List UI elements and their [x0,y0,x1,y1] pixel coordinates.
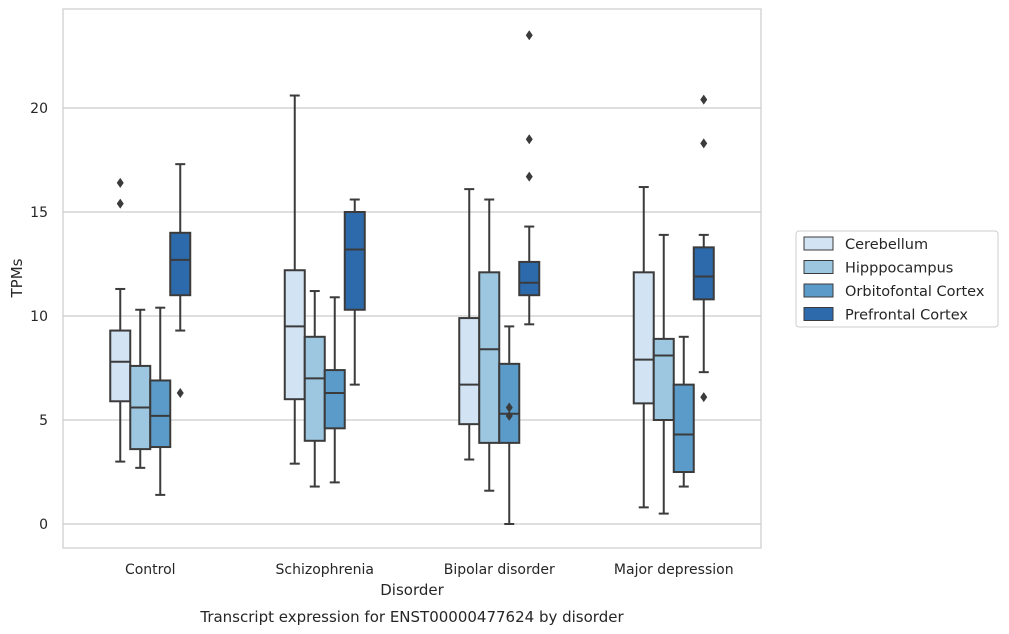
outlier-point [505,402,513,413]
box-cerebellum [283,94,306,465]
plot-frame [62,8,762,549]
box-iqr [478,271,501,444]
legend-frame [795,230,999,328]
box-cerebellum [632,186,655,509]
box-iqr [283,269,306,401]
box-iqr [343,211,366,311]
outlier-point [525,134,533,145]
box-iqr [632,271,655,405]
outlier-point [176,387,184,398]
box-iqr [652,337,675,422]
outlier-point [525,171,533,182]
box-prefrontal-cortex [518,30,541,326]
legend-label: Cerebellum [845,237,928,253]
legend-swatch [803,283,834,298]
legend-label: Orbitofontal Cortex [845,284,985,300]
outlier-point [116,177,124,188]
y-tick-label: 0 [39,517,48,533]
y-axis-ticks: 0 5 10 15 20 [30,101,48,533]
legend: Cerebellum Hipppocampus Orbitofontal Corte… [795,230,999,328]
x-tick-label: Major depression [614,562,734,578]
legend-swatch [803,260,834,274]
box-orbitofontal-cortex [323,296,346,484]
box-hipppocampus [303,290,326,488]
outlier-point [525,30,533,41]
legend-swatch [803,236,834,251]
box-iqr [169,231,192,297]
box-orbitofontal-cortex [672,335,695,488]
box-iqr [109,329,132,403]
box-iqr [692,246,715,301]
grid-lines [63,107,761,525]
box-orbitofontal-cortex [498,325,521,525]
y-tick-label: 20 [30,101,48,117]
outlier-point [116,198,124,209]
box-hipppocampus [129,308,152,469]
y-tick-label: 5 [39,413,48,429]
x-tick-label: Bipolar disorder [444,562,555,578]
box-cerebellum [109,177,132,463]
box-prefrontal-cortex [169,163,192,398]
legend-label: Prefrontal Cortex [845,308,968,324]
x-axis-label: Disorder [380,581,444,599]
box-orbitofontal-cortex [149,306,172,496]
box-hipppocampus [478,198,501,492]
outlier-point [505,410,513,421]
box-iqr [303,335,326,442]
box-iqr [323,369,346,430]
box-iqr [149,379,172,449]
x-tick-label: Control [125,562,176,578]
legend-label: Hipppocampus [845,261,953,277]
y-tick-label: 15 [30,205,48,221]
box-prefrontal-cortex [343,198,366,386]
box-iqr [518,260,541,297]
chart-title: Transcript expression for ENST0000047762… [199,608,624,626]
y-tick-label: 10 [30,309,48,325]
box-cerebellum [458,188,481,461]
outlier-point [700,138,708,149]
box-iqr [672,383,695,474]
x-axis-ticks: Control Schizophrenia Bipolar disorder Majo… [125,562,734,578]
outlier-point [700,392,708,403]
y-axis-label: TPMs [8,258,26,298]
x-tick-label: Schizophrenia [276,562,374,578]
box-iqr [458,317,481,426]
outlier-point [700,94,708,105]
box-series [109,30,715,525]
legend-swatch [803,307,834,321]
box-hipppocampus [652,233,675,515]
box-prefrontal-cortex [692,94,715,403]
